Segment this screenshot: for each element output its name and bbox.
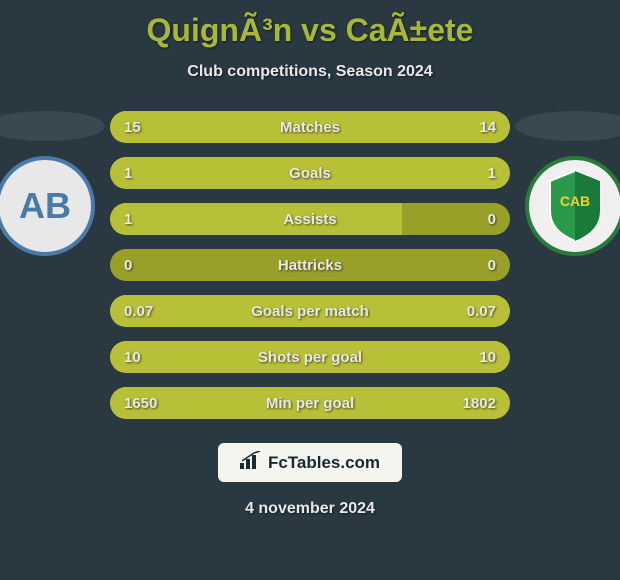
stat-label: Goals <box>289 165 331 182</box>
stat-label: Goals per match <box>251 303 369 320</box>
stat-row: 15 Matches 14 <box>110 111 510 143</box>
stat-row: 1 Assists 0 <box>110 203 510 235</box>
stat-label: Matches <box>280 119 340 136</box>
left-ellipse <box>0 111 105 141</box>
stat-value-right: 0 <box>488 211 496 228</box>
stat-bar-right <box>310 157 510 189</box>
stat-value-left: 1650 <box>124 395 157 412</box>
stat-label: Shots per goal <box>258 349 362 366</box>
stat-value-left: 1 <box>124 211 132 228</box>
main-area: AB 15 Matches 14 1 Goals 1 1 Assists 0 0 Hattricks… <box>0 111 620 419</box>
stat-value-left: 0 <box>124 257 132 274</box>
left-team-abbr: AB <box>19 185 71 227</box>
stat-label: Hattricks <box>278 257 342 274</box>
stat-row: 1 Goals 1 <box>110 157 510 189</box>
stat-value-right: 10 <box>479 349 496 366</box>
stat-value-right: 1802 <box>463 395 496 412</box>
source-badge: FcTables.com <box>218 443 402 482</box>
right-team-area: CAB <box>515 111 620 256</box>
stat-value-left: 15 <box>124 119 141 136</box>
stat-value-right: 1 <box>488 165 496 182</box>
stat-row: 0 Hattricks 0 <box>110 249 510 281</box>
comparison-card: QuignÃ³n vs CaÃ±ete Club competitions, S… <box>0 0 620 580</box>
right-team-abbr: CAB <box>560 193 590 209</box>
stat-value-right: 14 <box>479 119 496 136</box>
stats-column: 15 Matches 14 1 Goals 1 1 Assists 0 0 Hattricks 0 0.… <box>110 111 510 419</box>
left-team-logo: AB <box>0 156 95 256</box>
stat-value-right: 0 <box>488 257 496 274</box>
shield-icon: CAB <box>540 166 610 246</box>
page-title: QuignÃ³n vs CaÃ±ete <box>147 12 474 49</box>
stat-label: Assists <box>283 211 336 228</box>
stat-row: 0.07 Goals per match 0.07 <box>110 295 510 327</box>
page-subtitle: Club competitions, Season 2024 <box>187 63 432 81</box>
source-label: FcTables.com <box>268 453 380 473</box>
stat-bar-left <box>110 157 310 189</box>
chart-icon <box>240 451 262 474</box>
right-team-logo: CAB <box>525 156 620 256</box>
stat-value-left: 0.07 <box>124 303 153 320</box>
left-team-area: AB <box>0 111 105 256</box>
stat-value-left: 1 <box>124 165 132 182</box>
stat-row: 10 Shots per goal 10 <box>110 341 510 373</box>
stat-bar-left <box>110 203 402 235</box>
stat-label: Min per goal <box>266 395 354 412</box>
stat-row: 1650 Min per goal 1802 <box>110 387 510 419</box>
right-ellipse <box>515 111 620 141</box>
stat-value-left: 10 <box>124 349 141 366</box>
stat-value-right: 0.07 <box>467 303 496 320</box>
date-text: 4 november 2024 <box>245 500 375 518</box>
